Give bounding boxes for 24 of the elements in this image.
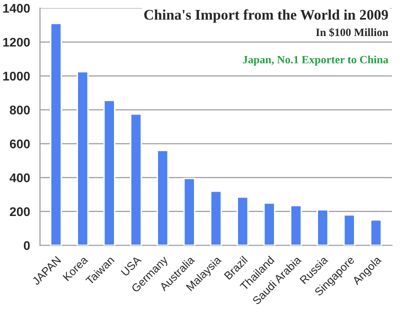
annotation: Japan, No.1 Exporter to China [242, 56, 388, 66]
chart-title: China's Import from the World in 2009 [144, 9, 388, 23]
y-tick-label: 1000 [3, 72, 30, 81]
bar [210, 190, 222, 246]
bar [343, 214, 356, 246]
bar [50, 22, 62, 246]
y-tick-label: 200 [10, 207, 30, 216]
y-tick-label: 600 [10, 139, 30, 148]
bar [76, 70, 89, 246]
y-tick-label: 400 [10, 173, 30, 182]
bar [236, 196, 249, 246]
y-tick-label: 1400 [3, 4, 30, 13]
text: In $100 Million [316, 28, 388, 37]
y-tick-label: 800 [10, 106, 30, 114]
bar [183, 178, 196, 246]
bar [316, 209, 329, 246]
bar [156, 150, 169, 246]
bar [103, 100, 116, 246]
bar [263, 202, 276, 246]
bar [370, 219, 382, 246]
y-tick-label: 1200 [3, 38, 30, 47]
bar [130, 113, 142, 246]
bar [290, 204, 302, 246]
y-tick-label: 0 [24, 241, 30, 250]
